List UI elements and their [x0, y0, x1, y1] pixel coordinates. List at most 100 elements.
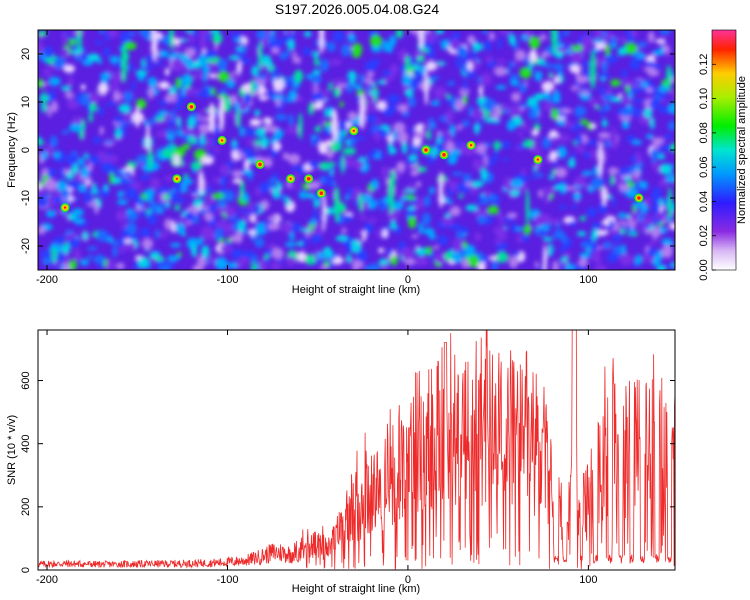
snr-x-ticks: -200 -100 0 100	[36, 330, 598, 586]
heatmap-cell	[382, 108, 395, 116]
heatmap-cell	[477, 194, 483, 206]
heatmap-cell	[578, 258, 589, 267]
heatmap-cell	[534, 214, 544, 227]
heatmap-cell	[282, 152, 289, 160]
heatmap-cell	[106, 236, 114, 243]
heatmap-cell	[415, 257, 428, 266]
heatmap-cell	[106, 232, 112, 238]
heatmap-cell	[369, 126, 374, 137]
heatmap-cell	[461, 120, 470, 128]
heatmap-cell	[172, 37, 181, 46]
heatmap-cell	[456, 183, 464, 192]
heatmap-cell	[241, 42, 246, 55]
heatmap-cell	[441, 135, 446, 143]
heatmap-cell	[461, 258, 471, 269]
heatmap-cell	[534, 115, 540, 121]
heatmap-cell	[481, 72, 492, 86]
heatmap-cell	[232, 73, 242, 81]
heatmap-streak	[219, 96, 225, 132]
heatmap-cell	[238, 221, 246, 233]
heatmap-cell	[333, 87, 341, 98]
heatmap-cell	[404, 89, 414, 98]
heatmap-cell	[330, 59, 342, 66]
heatmap-cell	[520, 235, 529, 242]
heatmap-cell	[572, 141, 578, 145]
heatmap-cell	[624, 213, 631, 219]
heatmap-cell	[626, 181, 635, 188]
heatmap-cell	[138, 199, 144, 211]
heatmap-cell	[365, 85, 373, 91]
heatmap-cell	[549, 150, 558, 162]
heatmap-cell	[258, 96, 269, 101]
heatmap-cell	[608, 131, 618, 145]
heatmap-cell	[154, 32, 163, 39]
heatmap-cell	[116, 199, 128, 205]
heatmap-cell	[353, 84, 363, 90]
heatmap-cell	[348, 136, 357, 147]
heatmap-streak	[552, 30, 557, 56]
heatmap-cell	[41, 150, 48, 161]
heatmap-cell	[553, 160, 559, 166]
heatmap-cell	[103, 46, 110, 58]
heatmap-cell	[38, 30, 47, 37]
heatmap-cell	[112, 91, 122, 102]
heatmap-cell	[649, 117, 655, 130]
heatmap-cell	[579, 119, 589, 125]
heatmap-hot-spot	[533, 155, 543, 165]
heatmap-cell	[576, 75, 589, 84]
heatmap-cell	[185, 30, 194, 33]
snr-x-tick-label: -200	[36, 574, 58, 586]
heatmap-cell	[616, 37, 627, 42]
heatmap-cell	[445, 199, 453, 204]
heatmap-cell	[509, 61, 515, 68]
heatmap-cell	[441, 216, 454, 226]
heatmap-cell	[468, 105, 474, 118]
heatmap-cell	[194, 92, 205, 97]
heatmap-cell	[73, 217, 85, 224]
heatmap-cell	[88, 92, 99, 103]
heatmap-hot-spot	[172, 174, 182, 184]
heatmap-cell	[579, 252, 590, 260]
heatmap-cell	[311, 73, 322, 85]
heatmap-cell	[572, 204, 578, 210]
heatmap-cell	[267, 216, 280, 221]
heatmap-cell	[668, 102, 675, 115]
heatmap-cell	[657, 265, 666, 270]
heatmap-cell	[197, 129, 202, 135]
heatmap-cell	[214, 146, 220, 154]
heatmap-cell	[378, 132, 391, 138]
heatmap-cell	[175, 99, 183, 111]
heatmap-cell	[292, 51, 297, 64]
heatmap-cell	[160, 200, 165, 213]
heatmap-cell	[355, 136, 366, 141]
heatmap-cell	[605, 44, 611, 57]
heatmap-cell	[417, 166, 427, 173]
heatmap-cell	[87, 246, 98, 251]
heatmap-cell	[274, 113, 288, 121]
heatmap-cell	[176, 129, 183, 137]
heatmap-cell	[369, 34, 383, 48]
heatmap-cell	[357, 156, 367, 161]
heatmap-cell	[544, 62, 552, 69]
heatmap-cell	[89, 102, 98, 113]
snr-frame	[37, 329, 676, 571]
heatmap-cell	[313, 234, 323, 239]
heatmap-cell	[414, 123, 424, 132]
heatmap-cell	[498, 212, 504, 225]
heatmap-cell	[669, 89, 675, 98]
heatmap-cell	[602, 219, 610, 226]
heatmap-cell	[532, 166, 538, 172]
heatmap-cell	[298, 163, 304, 176]
heatmap-cell	[267, 243, 277, 250]
heatmap-cell	[224, 206, 236, 218]
heatmap-cell	[364, 61, 377, 72]
heatmap-cell	[284, 80, 294, 87]
heatmap-cell	[154, 229, 160, 239]
heatmap-cell	[219, 197, 225, 209]
heatmap-cell	[252, 204, 260, 215]
heatmap-cell	[42, 82, 48, 87]
heatmap-cell	[232, 170, 243, 178]
heatmap-cell	[393, 122, 406, 133]
snr-y-tick-label: 400	[20, 435, 32, 453]
heatmap-streak	[121, 43, 128, 83]
